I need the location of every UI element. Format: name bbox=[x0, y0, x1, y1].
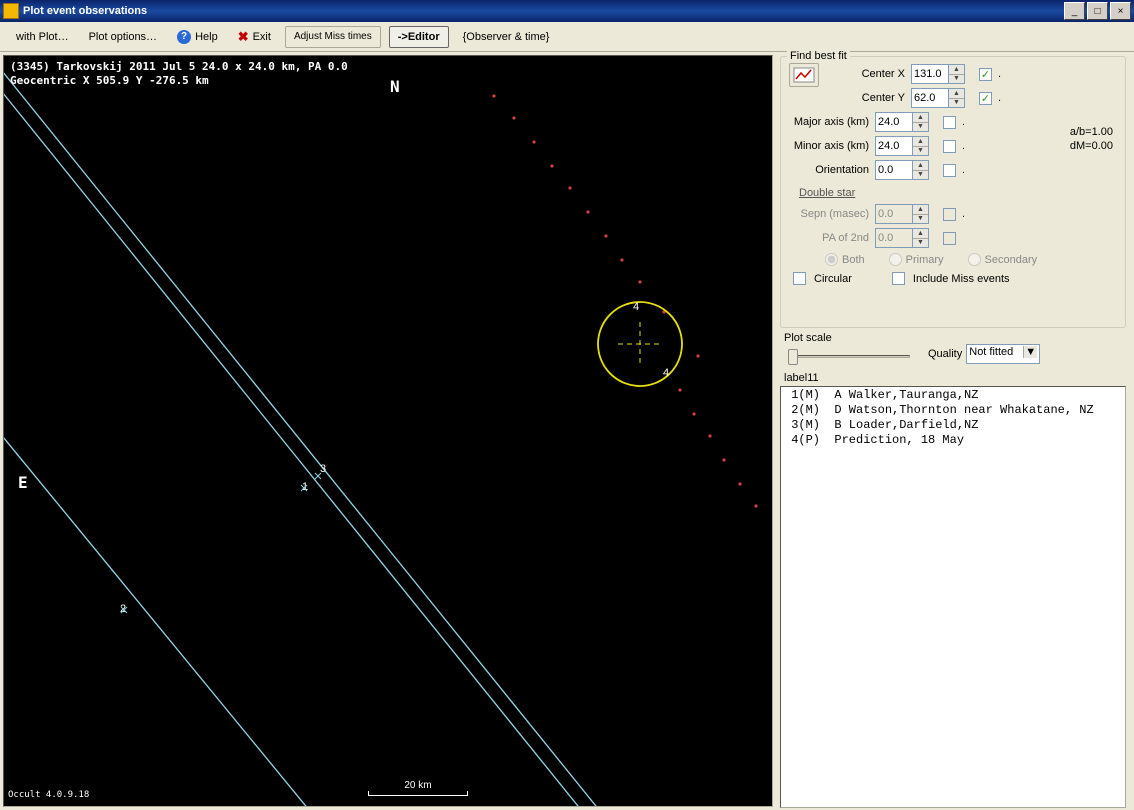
plot-options-menu[interactable]: Plot options… bbox=[79, 27, 167, 47]
center-y-checkbox[interactable] bbox=[979, 92, 992, 105]
find-best-fit-group: Find best fit a/b=1.00 dM=0.00 Center X … bbox=[780, 56, 1126, 328]
scale-bar: 20 km bbox=[368, 780, 468, 796]
plot-scale-slider[interactable] bbox=[784, 346, 914, 366]
side-panel: Find best fit a/b=1.00 dM=0.00 Center X … bbox=[776, 52, 1134, 810]
list-item[interactable]: 3(M) B Loader,Darfield,NZ bbox=[782, 418, 1124, 433]
ratio-text: a/b=1.00 dM=0.00 bbox=[1070, 125, 1113, 153]
toolbar: with Plot… Plot options… ?Help ✖Exit Adj… bbox=[0, 22, 1134, 52]
quality-label: Quality bbox=[928, 348, 962, 360]
list-label: label11 bbox=[784, 372, 1126, 384]
exit-button[interactable]: ✖Exit bbox=[228, 25, 281, 49]
chart-icon bbox=[793, 67, 815, 83]
close-button[interactable]: × bbox=[1110, 2, 1131, 20]
minor-axis-input[interactable]: ▲▼ bbox=[875, 136, 929, 156]
plot-scale-label: Plot scale bbox=[784, 332, 914, 344]
window-buttons: _ □ × bbox=[1064, 2, 1131, 20]
center-x-input[interactable]: ▲▼ bbox=[911, 64, 965, 84]
major-axis-label: Major axis (km) bbox=[789, 116, 875, 128]
sepn-checkbox bbox=[943, 208, 956, 221]
app-icon bbox=[3, 3, 19, 19]
orientation-input[interactable]: ▲▼ bbox=[875, 160, 929, 180]
window-title: Plot event observations bbox=[23, 5, 1064, 17]
title-bar: Plot event observations _ □ × bbox=[0, 0, 1134, 22]
close-icon: ✖ bbox=[238, 29, 249, 45]
minimize-button[interactable]: _ bbox=[1064, 2, 1085, 20]
adjust-miss-times-button[interactable]: Adjust Miss times bbox=[285, 26, 381, 48]
radio-primary: Primary bbox=[889, 253, 944, 266]
plot-canvas[interactable]: 31244 (3345) Tarkovskij 2011 Jul 5 24.0 … bbox=[3, 55, 773, 807]
quality-select[interactable]: Not fitted▼ bbox=[966, 344, 1040, 364]
with-plot-menu[interactable]: with Plot… bbox=[6, 27, 79, 47]
group-title: Find best fit bbox=[787, 50, 850, 62]
double-star-link[interactable]: Double star bbox=[799, 187, 855, 199]
pa2nd-input: ▲▼ bbox=[875, 228, 929, 248]
list-item[interactable]: 4(P) Prediction, 18 May bbox=[782, 433, 1124, 448]
pa2nd-label: PA of 2nd bbox=[789, 232, 875, 244]
major-axis-input[interactable]: ▲▼ bbox=[875, 112, 929, 132]
center-x-label: Center X bbox=[825, 68, 911, 80]
center-x-checkbox[interactable] bbox=[979, 68, 992, 81]
plot-scale-section: Plot scale bbox=[784, 332, 914, 366]
orientation-label: Orientation bbox=[789, 164, 875, 176]
main-content: 31244 (3345) Tarkovskij 2011 Jul 5 24.0 … bbox=[0, 52, 1134, 810]
plot-svg: 31244 bbox=[4, 56, 772, 806]
minor-axis-label: Minor axis (km) bbox=[789, 140, 875, 152]
radio-both: Both bbox=[825, 253, 865, 266]
include-miss-checkbox[interactable]: Include Miss events bbox=[892, 272, 1010, 285]
editor-button[interactable]: ->Editor bbox=[389, 26, 449, 48]
circular-checkbox[interactable]: Circular bbox=[793, 272, 852, 285]
fit-tool-button[interactable] bbox=[789, 63, 819, 87]
svg-text:4: 4 bbox=[633, 301, 639, 313]
orientation-checkbox[interactable] bbox=[943, 164, 956, 177]
help-button[interactable]: ?Help bbox=[167, 26, 228, 48]
sepn-label: Sepn (masec) bbox=[789, 208, 875, 220]
center-y-input[interactable]: ▲▼ bbox=[911, 88, 965, 108]
observer-time-menu[interactable]: {Observer & time} bbox=[453, 27, 560, 47]
list-item[interactable]: 2(M) D Watson,Thornton near Whakatane, N… bbox=[782, 403, 1124, 418]
maximize-button[interactable]: □ bbox=[1087, 2, 1108, 20]
radio-secondary: Secondary bbox=[968, 253, 1038, 266]
sepn-input: ▲▼ bbox=[875, 204, 929, 224]
pa2nd-checkbox bbox=[943, 232, 956, 245]
list-item[interactable]: 1(M) A Walker,Tauranga,NZ bbox=[782, 388, 1124, 403]
help-icon: ? bbox=[177, 30, 191, 44]
center-y-label: Center Y bbox=[825, 92, 911, 104]
major-axis-checkbox[interactable] bbox=[943, 116, 956, 129]
observer-listbox[interactable]: 1(M) A Walker,Tauranga,NZ 2(M) D Watson,… bbox=[780, 386, 1126, 808]
minor-axis-checkbox[interactable] bbox=[943, 140, 956, 153]
svg-text:4: 4 bbox=[663, 367, 669, 379]
